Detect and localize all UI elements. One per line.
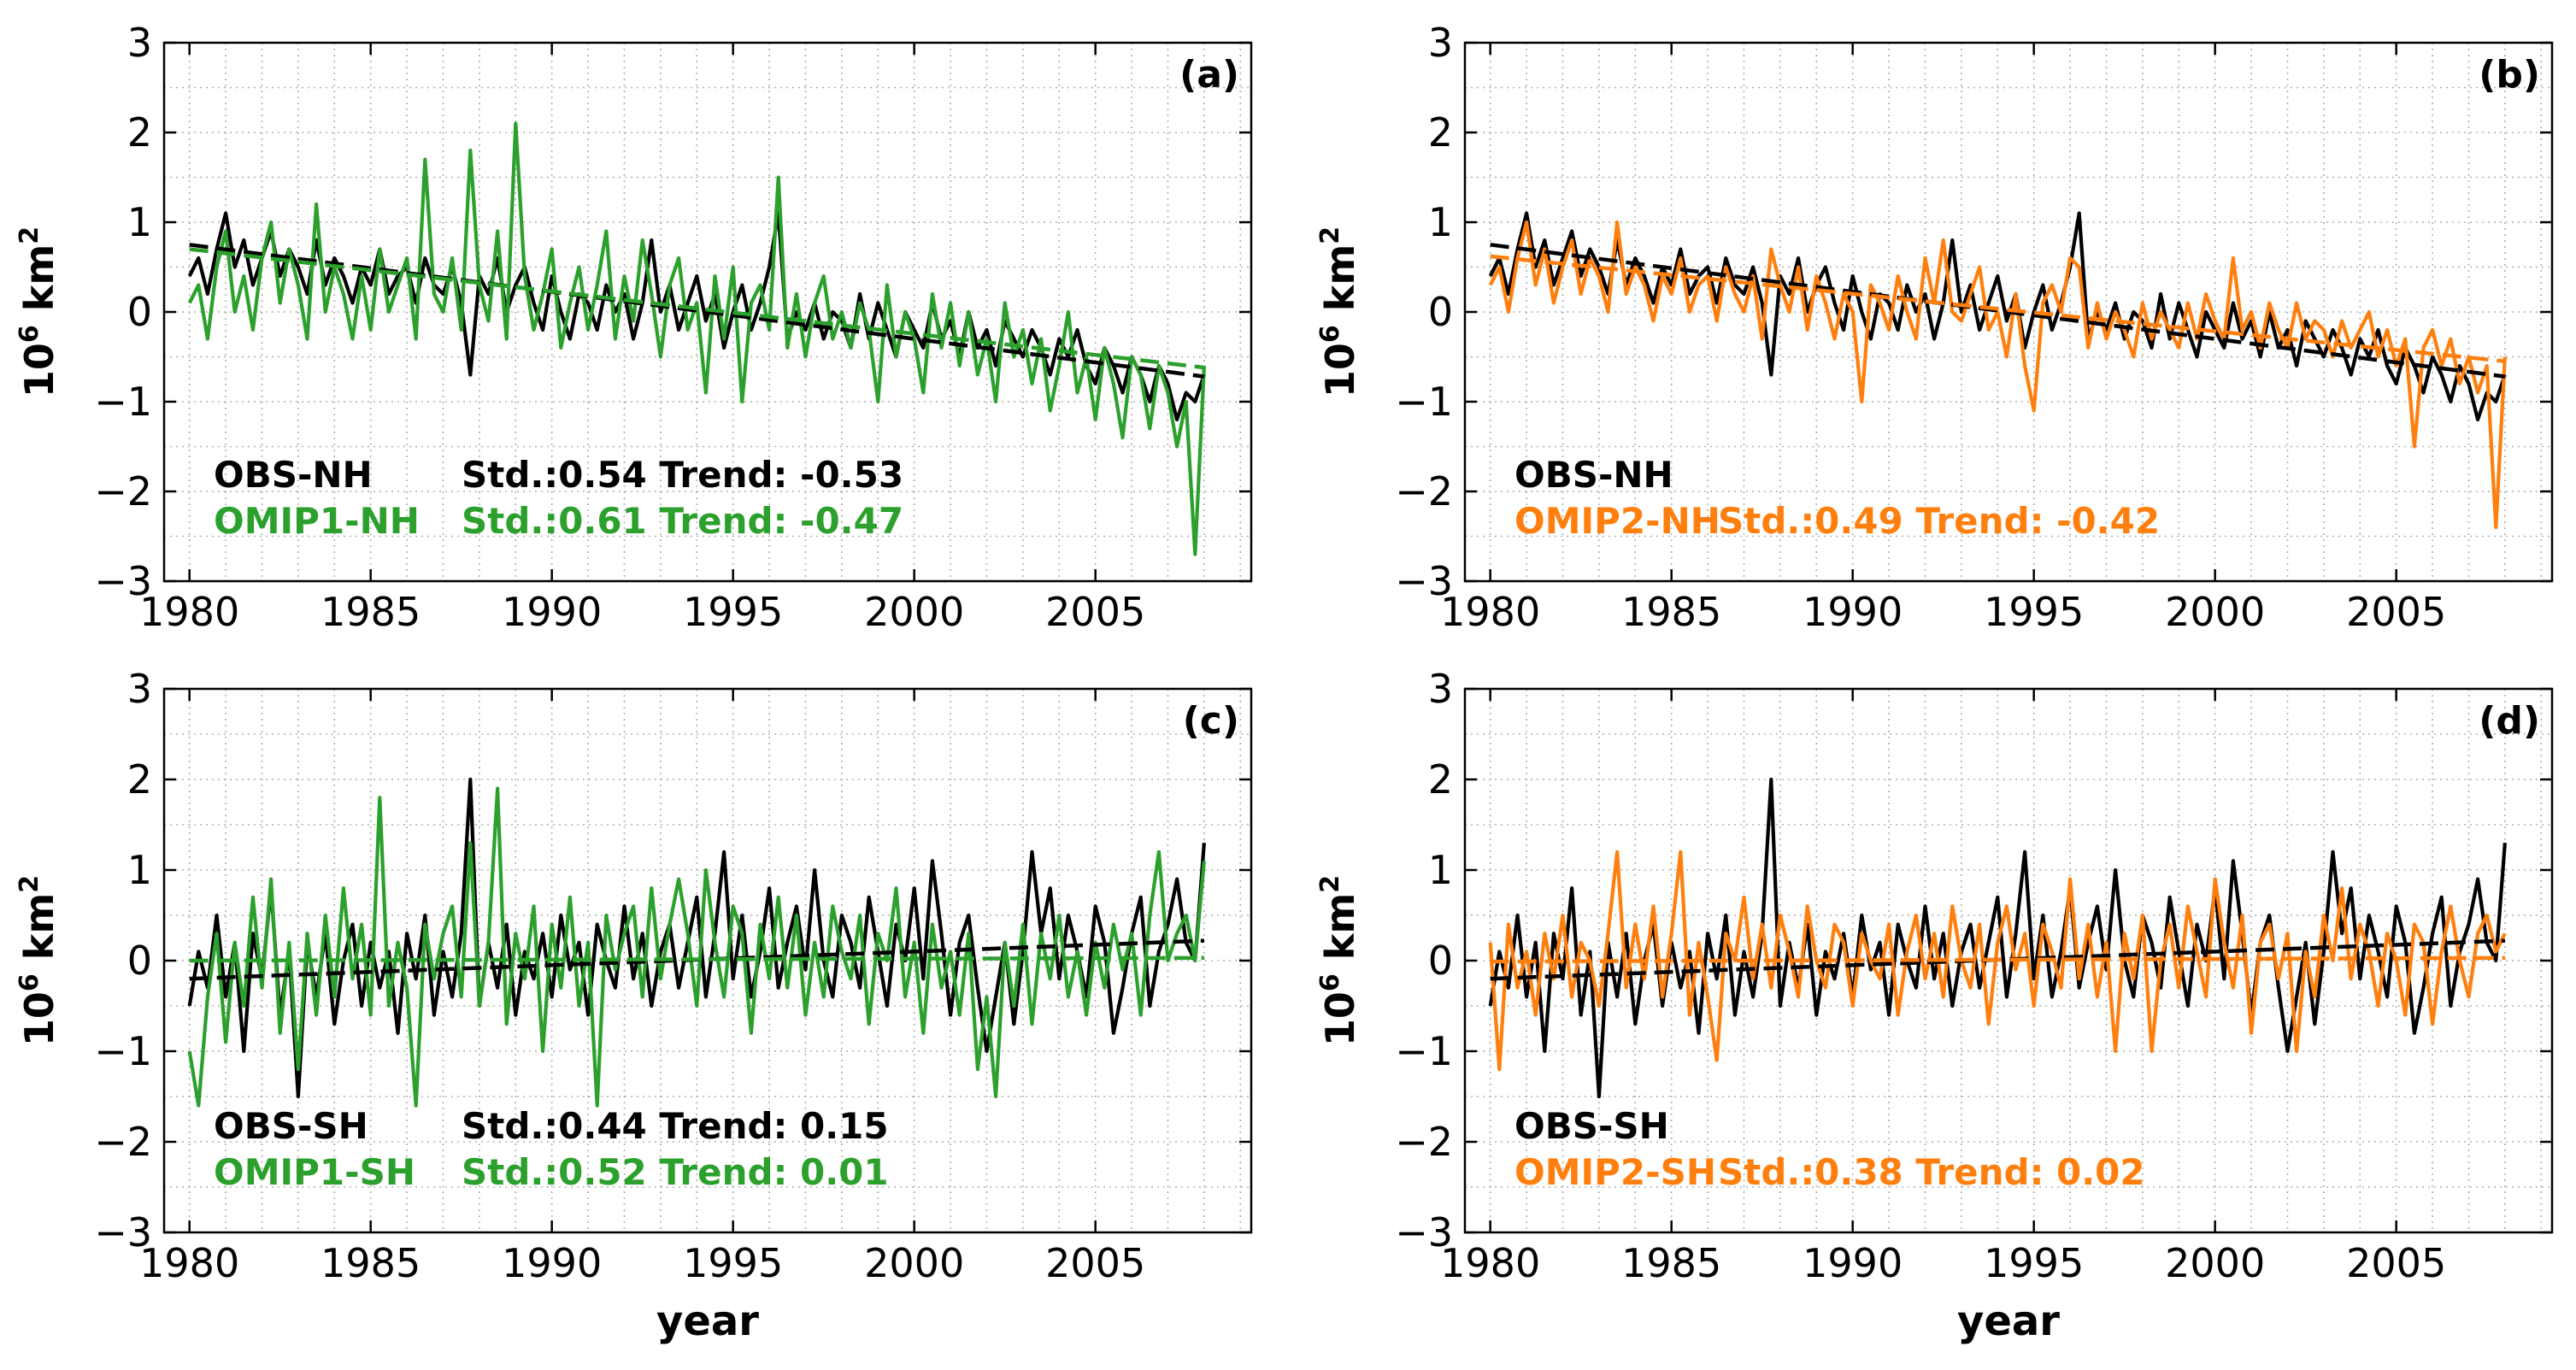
x-tick-label: 2000 [2165,1240,2265,1286]
panel-d: 1980 1985 1990 1995 2000 2005 −3 −2 −1 0 1 2 3 (d) 106… [1315,666,2554,1345]
series-name-label: OMIP1-SH [214,1151,415,1193]
x-tick-label: 1980 [139,1240,239,1286]
x-tick-label: 1995 [683,1240,783,1286]
y-tick-label: 1 [127,199,152,245]
y-tick-label: −2 [1395,1119,1453,1165]
y-tick-label: 3 [127,666,152,712]
y-tick-label: −3 [1395,1209,1453,1255]
grid [164,689,1251,1232]
y-tick-label: 1 [1428,847,1453,893]
trend-line [1490,243,2506,379]
y-tick-label: 2 [1428,756,1453,803]
y-tick-label: 2 [127,756,152,803]
series-line-omip2-sh [1488,850,2507,1072]
series-name-label: OBS-SH [1514,1105,1669,1147]
x-tick-label: 1985 [321,589,421,635]
y-axis-label: 106 km2 [15,226,62,397]
x-tick-label: 1985 [1621,589,1721,635]
x-axis-label: year [656,1297,759,1345]
y-tick-label: −3 [1395,558,1453,604]
trend-line [189,243,1205,379]
series-line-obs-nh [1488,211,2507,422]
y-tick-label: 2 [127,109,152,156]
panel-c: 1980 1985 1990 1995 2000 2005 −3 −2 −1 0 1 2 3 (c) 106… [15,666,1253,1345]
y-tick-label: −3 [94,558,152,604]
grid [164,43,1251,581]
x-tick-label: 2005 [2346,589,2446,635]
series-name-label: OMIP2-NH [1514,500,1720,542]
series-stat-label: Std.:0.44 Trend: 0.15 [462,1105,889,1147]
series-stat-label: Std.:0.61 Trend: -0.47 [462,500,903,542]
y-axis-label: 106 km2 [1315,226,1363,397]
x-tick-label: 1990 [1803,589,1903,635]
x-tick-label: 1990 [502,589,602,635]
x-tick-label: 2005 [1045,589,1145,635]
x-tick-label: 1995 [683,589,783,635]
y-tick-label: 2 [1428,109,1453,156]
y-tick-label: 1 [1428,199,1453,245]
series-line-obs-sh [187,777,1206,1099]
y-tick-label: 3 [127,20,152,66]
y-axis-label: 106 km2 [15,875,62,1046]
y-axis-label: 106 km2 [1315,875,1363,1046]
y-tick-label: 1 [127,847,152,893]
x-tick-label: 1990 [1803,1240,1903,1286]
y-tick-label: −3 [94,1209,152,1255]
x-tick-label: 2005 [1045,1240,1145,1286]
series-line-omip1-sh [187,786,1206,1108]
x-tick-label: 1995 [1984,589,2084,635]
grid [1465,689,2552,1232]
x-tick-label: 1985 [1621,1240,1721,1286]
x-tick-label: 1995 [1984,1240,2084,1286]
y-tick-label: −1 [1395,379,1453,425]
x-tick-label: 1980 [1440,1240,1540,1286]
series-stat-label: Std.:0.38 Trend: 0.02 [1718,1151,2145,1193]
y-tick-label: −2 [94,468,152,514]
series-stat-label: Std.:0.49 Trend: -0.42 [1718,500,2160,542]
trend-line [1490,955,2505,964]
panel-label: (b) [2479,53,2540,97]
y-tick-label: −2 [1395,468,1453,514]
series-name-label: OMIP2-SH [1514,1151,1716,1193]
trend-line [1490,254,2506,363]
x-tick-label: 2000 [2165,589,2265,635]
y-tick-label: −1 [94,1028,152,1074]
x-tick-label: 2000 [864,1240,964,1286]
y-tick-label: 0 [127,289,152,335]
series-name-label: OMIP1-NH [214,500,420,542]
y-tick-label: 3 [1428,666,1453,712]
panel-label: (d) [2479,699,2540,743]
y-tick-label: −1 [1395,1028,1453,1074]
x-tick-label: 1990 [502,1240,602,1286]
y-tick-label: −1 [94,379,152,425]
y-tick-label: 0 [1428,938,1453,984]
y-tick-label: 0 [127,938,152,984]
series-stat-label: Std.:0.54 Trend: -0.53 [462,454,903,496]
x-tick-label: 2005 [2346,1240,2446,1286]
trend-line [189,247,1205,370]
series-name-label: OBS-NH [214,454,373,496]
trend-line [189,955,1204,963]
grid [1465,43,2552,581]
series-name-label: OBS-SH [214,1105,368,1147]
panel-b: 1980 1985 1990 1995 2000 2005 −3 −2 −1 0 1 2 3 (b) 106… [1315,20,2554,635]
y-tick-label: −2 [94,1119,152,1165]
x-tick-label: 1985 [321,1240,421,1286]
panel-a: 1980 1985 1990 1995 2000 2005 −3 −2 −1 0 1 2 3 (a) 106… [15,20,1253,635]
series-line-obs-nh [187,211,1206,422]
x-tick-label: 2000 [864,589,964,635]
x-tick-label: 1980 [139,589,239,635]
x-axis-label: year [1957,1297,2060,1345]
x-tick-label: 1980 [1440,589,1540,635]
y-tick-label: 0 [1428,289,1453,335]
series-name-label: OBS-NH [1514,454,1673,496]
panel-label: (a) [1179,53,1239,97]
series-line-omip1-nh [187,121,1206,556]
y-tick-label: 3 [1428,20,1453,66]
panel-label: (c) [1183,699,1239,743]
series-stat-label: Std.:0.52 Trend: 0.01 [462,1151,889,1193]
